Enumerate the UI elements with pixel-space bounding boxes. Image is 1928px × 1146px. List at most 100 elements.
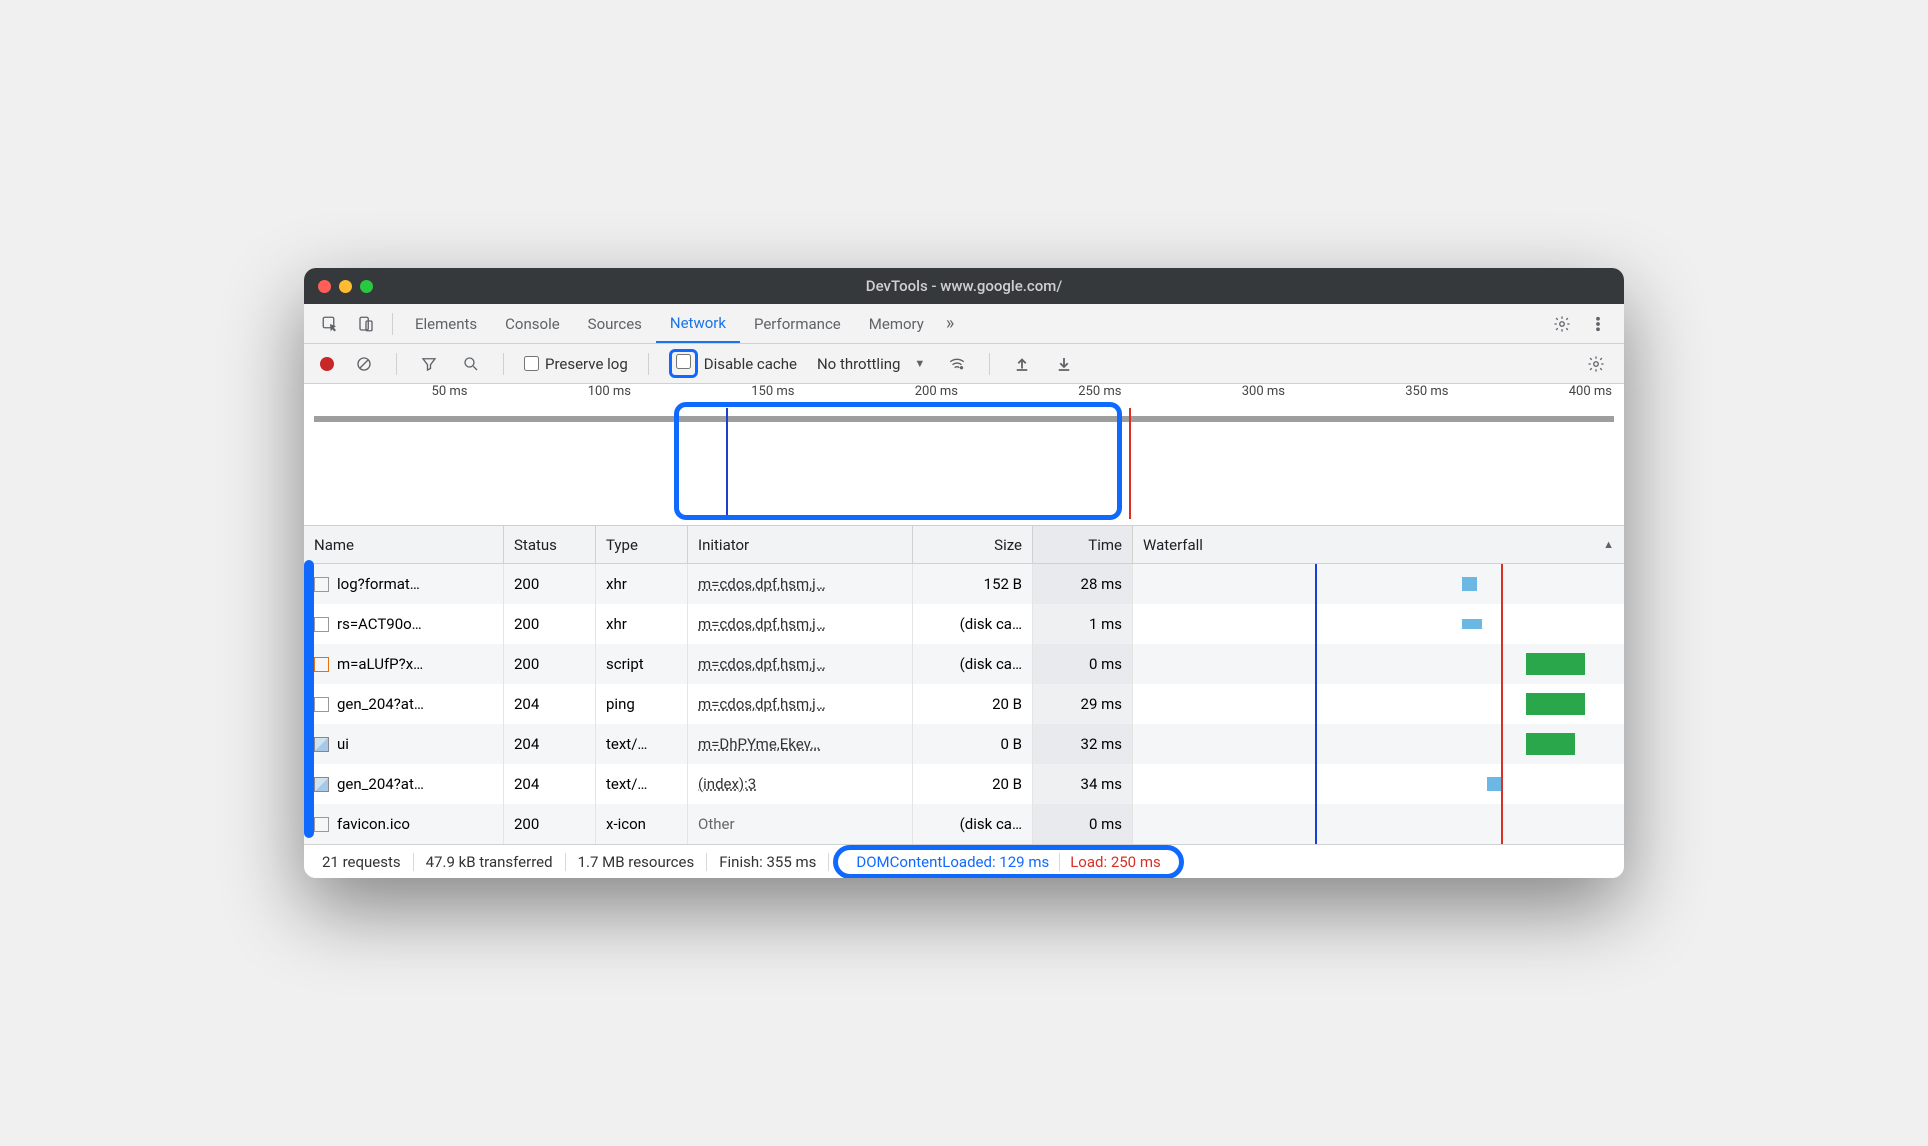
tab-elements[interactable]: Elements (401, 304, 491, 343)
request-row[interactable]: m=aLUfP?x…200scriptm=cdos,dpf,hsm,j…(dis… (304, 644, 1624, 684)
status-resources: 1.7 MB resources (566, 853, 708, 871)
maximize-window-button[interactable] (360, 280, 373, 293)
request-type: text/… (596, 724, 688, 764)
request-name: favicon.ico (337, 815, 410, 833)
request-row[interactable]: gen_204?at…204text/…(index):320 B34 ms (304, 764, 1624, 804)
timeline-tick: 400 ms (1455, 384, 1619, 406)
col-status[interactable]: Status (504, 526, 596, 563)
col-initiator[interactable]: Initiator (688, 526, 913, 563)
timeline-tick: 300 ms (1128, 384, 1292, 406)
request-size: 20 B (913, 684, 1033, 724)
col-waterfall[interactable]: Waterfall ▲ (1133, 526, 1624, 563)
file-type-icon (314, 817, 329, 832)
request-size: (disk ca… (913, 644, 1033, 684)
request-row[interactable]: favicon.ico200x-iconOther(disk ca…0 ms (304, 804, 1624, 844)
request-time: 0 ms (1033, 644, 1133, 684)
col-time[interactable]: Time (1033, 526, 1133, 563)
request-size: 0 B (913, 724, 1033, 764)
request-initiator[interactable]: m=cdos,dpf,hsm,j… (688, 684, 913, 724)
request-type: xhr (596, 564, 688, 604)
request-row[interactable]: log?format…200xhrm=cdos,dpf,hsm,j…152 B2… (304, 564, 1624, 604)
timeline-overview[interactable]: 50 ms100 ms150 ms200 ms250 ms300 ms350 m… (304, 384, 1624, 526)
sort-arrow-icon: ▲ (1603, 538, 1614, 551)
request-status: 200 (504, 644, 596, 684)
tab-performance[interactable]: Performance (740, 304, 855, 343)
waterfall-cell (1133, 684, 1624, 724)
file-type-icon (314, 657, 329, 672)
main-tabs: ElementsConsoleSourcesNetworkPerformance… (304, 304, 1624, 344)
filter-icon[interactable] (415, 350, 443, 378)
request-initiator[interactable]: Other (688, 804, 913, 844)
device-toggle-icon[interactable] (352, 310, 380, 338)
disable-cache-checkbox[interactable]: Disable cache (663, 349, 803, 378)
more-tabs-button[interactable]: » (938, 313, 962, 334)
timeline-tick: 100 ms (474, 384, 638, 406)
tab-memory[interactable]: Memory (855, 304, 938, 343)
clear-icon[interactable] (350, 350, 378, 378)
tab-sources[interactable]: Sources (574, 304, 656, 343)
status-bar: 21 requests 47.9 kB transferred 1.7 MB r… (304, 844, 1624, 878)
request-row[interactable]: gen_204?at…204pingm=cdos,dpf,hsm,j…20 B2… (304, 684, 1624, 724)
request-name: ui (337, 735, 349, 753)
col-size[interactable]: Size (913, 526, 1033, 563)
network-toolbar: Preserve log Disable cache No throttling… (304, 344, 1624, 384)
devtools-window: DevTools - www.google.com/ ElementsConso… (304, 268, 1624, 878)
search-icon[interactable] (457, 350, 485, 378)
request-status: 200 (504, 804, 596, 844)
request-size: (disk ca… (913, 604, 1033, 644)
status-load-highlight: DOMContentLoaded: 129 ms Load: 250 ms (833, 845, 1183, 879)
settings-icon[interactable] (1548, 310, 1576, 338)
waterfall-bar (1462, 577, 1477, 591)
waterfall-bar (1526, 693, 1585, 715)
request-time: 1 ms (1033, 604, 1133, 644)
request-initiator[interactable]: m=cdos,dpf,hsm,j… (688, 604, 913, 644)
preserve-log-checkbox[interactable]: Preserve log (518, 355, 634, 373)
request-name: log?format… (337, 575, 420, 593)
request-type: x-icon (596, 804, 688, 844)
request-time: 28 ms (1033, 564, 1133, 604)
request-name: rs=ACT90o… (337, 615, 422, 633)
col-name[interactable]: Name (304, 526, 504, 563)
waterfall-cell (1133, 644, 1624, 684)
waterfall-bar (1487, 777, 1502, 791)
file-type-icon (314, 737, 329, 752)
request-status: 204 (504, 724, 596, 764)
request-table-header: Name Status Type Initiator Size Time Wat… (304, 526, 1624, 564)
request-initiator[interactable]: m=cdos,dpf,hsm,j… (688, 644, 913, 684)
network-settings-icon[interactable] (1582, 350, 1610, 378)
disable-cache-label: Disable cache (704, 355, 797, 373)
request-name: gen_204?at… (337, 775, 424, 793)
network-conditions-icon[interactable] (943, 350, 971, 378)
close-window-button[interactable] (318, 280, 331, 293)
request-time: 34 ms (1033, 764, 1133, 804)
timeline-tick: 50 ms (310, 384, 474, 406)
tab-console[interactable]: Console (491, 304, 574, 343)
request-type: xhr (596, 604, 688, 644)
minimize-window-button[interactable] (339, 280, 352, 293)
kebab-menu-icon[interactable] (1584, 310, 1612, 338)
request-initiator[interactable]: m=cdos,dpf,hsm,j… (688, 564, 913, 604)
waterfall-bar (1526, 733, 1575, 755)
titlebar: DevTools - www.google.com/ (304, 268, 1624, 304)
download-har-icon[interactable] (1050, 350, 1078, 378)
record-button[interactable] (320, 357, 334, 371)
request-row[interactable]: ui204text/…m=DhPYme,Ekev…0 B32 ms (304, 724, 1624, 764)
waterfall-cell (1133, 724, 1624, 764)
tab-network[interactable]: Network (656, 304, 740, 343)
throttling-select[interactable]: No throttling ▼ (809, 355, 933, 373)
request-type: text/… (596, 764, 688, 804)
request-name: gen_204?at… (337, 695, 424, 713)
file-type-icon (314, 777, 329, 792)
upload-har-icon[interactable] (1008, 350, 1036, 378)
request-initiator[interactable]: m=DhPYme,Ekev… (688, 724, 913, 764)
waterfall-cell (1133, 564, 1624, 604)
request-time: 29 ms (1033, 684, 1133, 724)
inspect-icon[interactable] (316, 310, 344, 338)
load-marker (1129, 408, 1131, 519)
overview-highlight (674, 402, 1123, 520)
request-row[interactable]: rs=ACT90o… 200xhrm=cdos,dpf,hsm,j…(disk c… (304, 604, 1624, 644)
request-status: 200 (504, 604, 596, 644)
col-type[interactable]: Type (596, 526, 688, 563)
request-initiator[interactable]: (index):3 (688, 764, 913, 804)
timeline-tick: 350 ms (1291, 384, 1455, 406)
